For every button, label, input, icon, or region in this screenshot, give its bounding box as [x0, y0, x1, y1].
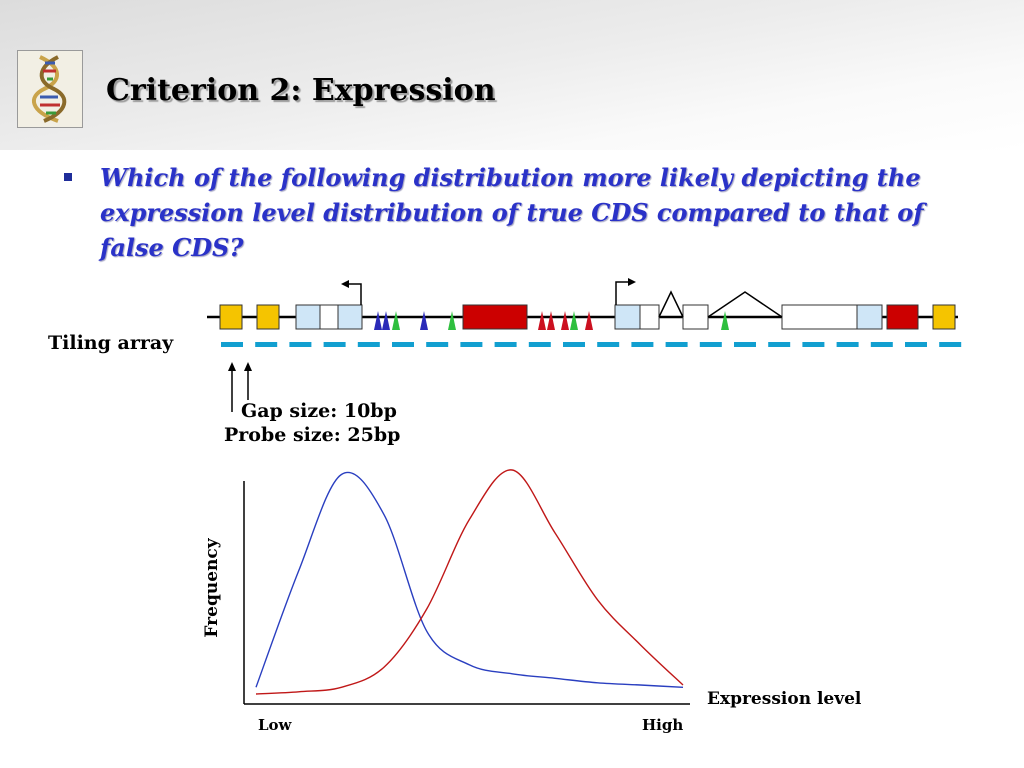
header-band — [0, 0, 1024, 150]
y-axis-label: Frequency — [202, 538, 222, 638]
probe-segment — [528, 342, 551, 347]
probe-segment — [802, 342, 825, 347]
marker-red — [547, 311, 555, 330]
probe-segment — [699, 342, 722, 347]
marker-red — [538, 311, 546, 330]
probe-segment — [460, 342, 483, 347]
probe-segment — [939, 342, 962, 347]
probe-segment — [289, 342, 312, 347]
probe-segment — [905, 342, 927, 347]
exon-cds — [462, 304, 528, 330]
probe-segment — [357, 342, 380, 347]
exon-noncoding — [781, 304, 858, 330]
probe-segment — [597, 342, 620, 347]
marker-blue — [374, 311, 382, 330]
tiling-array-label: Tiling array — [48, 332, 174, 354]
probe-segment — [323, 342, 346, 347]
x-tick-high: High — [642, 716, 684, 734]
exon-utr — [256, 304, 280, 330]
probe-segment — [870, 342, 893, 347]
exon-utr — [932, 304, 956, 330]
marker-green — [392, 311, 400, 330]
probe-segment — [836, 342, 859, 347]
marker-blue — [382, 311, 390, 330]
x-axis-label: Expression level — [707, 689, 862, 709]
probe-segment — [221, 342, 243, 347]
exon-utr — [219, 304, 243, 330]
arrowhead-icon — [244, 362, 252, 371]
exon-light — [614, 304, 641, 330]
x-tick-low: Low — [258, 716, 292, 734]
probe-segment — [631, 342, 654, 347]
marker-red — [561, 311, 569, 330]
tss-arrow-left — [346, 283, 362, 305]
slide-title: Criterion 2: Expression — [106, 73, 496, 108]
intron-splice — [707, 291, 783, 318]
arrowhead-icon — [341, 280, 349, 288]
bullet-icon — [64, 173, 72, 181]
dna-logo — [17, 50, 83, 128]
probe-segment — [392, 342, 414, 347]
marker-green — [570, 311, 578, 330]
probe-segment — [563, 342, 585, 347]
question-text: Which of the following distribution more… — [100, 163, 924, 262]
intron-splice — [658, 290, 684, 318]
tiling-array-probes — [221, 342, 962, 347]
probe-segment — [665, 342, 688, 347]
distribution-curve-blue — [255, 471, 684, 688]
marker-red — [585, 311, 593, 330]
probe-segment — [494, 342, 517, 347]
probe-segment — [768, 342, 791, 347]
probe-segment — [426, 342, 449, 347]
probe-segment — [255, 342, 278, 347]
tss-arrow-right — [615, 281, 630, 305]
dna-helix-icon — [32, 55, 67, 123]
probe-segment — [734, 342, 756, 347]
arrowhead-icon — [628, 278, 636, 286]
exon-light — [856, 304, 883, 330]
exon-light — [337, 304, 363, 330]
marker-blue — [420, 311, 428, 330]
marker-green — [448, 311, 456, 330]
marker-green — [721, 311, 729, 330]
probe-size-label: Probe size: 25bp — [224, 424, 401, 446]
distribution-curve-red — [255, 469, 684, 695]
gap-size-label: Gap size: 10bp — [241, 400, 397, 422]
arrowhead-icon — [228, 362, 236, 371]
exon-cds — [886, 304, 919, 330]
